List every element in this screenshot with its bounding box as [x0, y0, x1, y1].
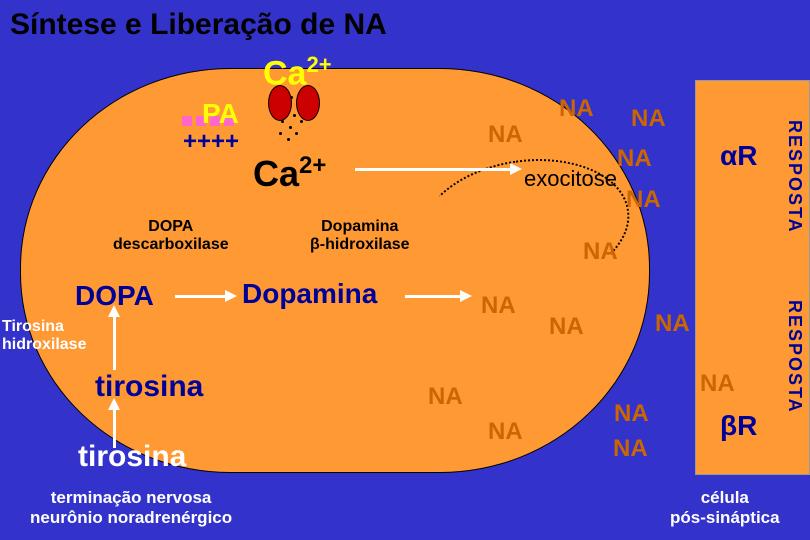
na-label: NA: [559, 95, 594, 123]
na-label: NA: [428, 383, 463, 411]
pa-label: PA: [202, 98, 239, 130]
page-title: Síntese e Liberação de NA: [10, 8, 387, 42]
na-label: NA: [583, 238, 618, 266]
exocitose-label: exocitose: [524, 166, 617, 192]
ca-top-label: Ca2+: [263, 52, 332, 93]
tirosina-out-label: tirosina: [78, 440, 186, 474]
na-label: NA: [655, 310, 690, 338]
ca-mid-label: Ca2+: [253, 152, 326, 195]
dopa-desc-label: DOPA descarboxilase: [113, 218, 229, 253]
na-label: NA: [700, 370, 735, 398]
alpha-r-label: αR: [720, 140, 757, 172]
resposta-bottom: RESPOSTA: [784, 300, 805, 414]
plus-label: ++++: [183, 128, 239, 156]
na-label: NA: [488, 121, 523, 149]
na-label: NA: [613, 435, 648, 463]
celula-label: célula pós-sináptica: [670, 488, 780, 527]
tirosina-in-label: tirosina: [95, 370, 203, 404]
na-label: NA: [481, 292, 516, 320]
na-label: NA: [488, 418, 523, 446]
na-label: NA: [549, 313, 584, 341]
dopamina-label: Dopamina: [242, 278, 377, 310]
dopa-label: DOPA: [75, 280, 154, 312]
dopamina-bhid-label: Dopamina β-hidroxilase: [310, 218, 410, 253]
na-label: NA: [614, 400, 649, 428]
terminacao-label: terminação nervosa neurônio noradrenérgi…: [30, 488, 232, 527]
tirosina-hid-label: Tirosina hidroxilase: [2, 318, 86, 353]
na-label: NA: [631, 105, 666, 133]
pink-square: [182, 116, 192, 126]
na-label: NA: [617, 145, 652, 173]
na-label: NA: [626, 186, 661, 214]
resposta-top: RESPOSTA: [784, 120, 805, 234]
beta-r-label: βR: [720, 410, 757, 442]
